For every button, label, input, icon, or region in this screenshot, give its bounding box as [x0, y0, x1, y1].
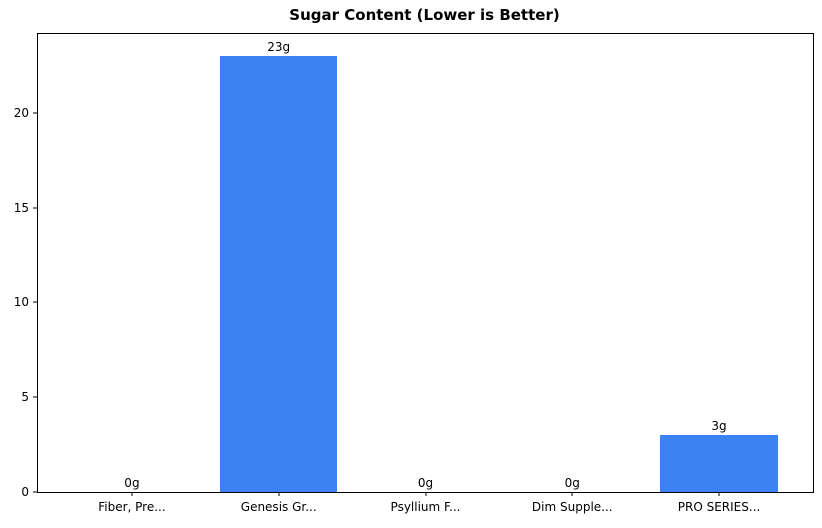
x-tick-label: Fiber, Pre...	[98, 500, 166, 514]
x-tick-label: PRO SERIES...	[677, 500, 761, 514]
plot-area: 0 5 10 15 20 0g Fiber, Pre... 23g Genesis Gr... 0…	[14, 33, 814, 513]
x-tick-mark	[718, 492, 720, 496]
x-tick-mark	[571, 492, 573, 496]
chart-title: Sugar Content (Lower is Better)	[289, 6, 560, 24]
y-tick-mark	[33, 301, 37, 303]
y-tick-label: 5	[21, 390, 29, 405]
x-tick-label: Psyllium F...	[390, 500, 461, 514]
y-tick-label: 0	[21, 485, 29, 499]
x-tick-mark	[425, 492, 426, 496]
bar-value-label: 3g	[711, 419, 727, 434]
y-tick-label: 20	[13, 105, 29, 120]
bar-value-label: 23g	[267, 39, 291, 54]
bar-value-label: 0g	[564, 476, 580, 490]
y-tick-mark	[33, 207, 37, 209]
x-tick-mark	[131, 492, 133, 496]
y-tick-mark	[33, 396, 37, 398]
bar	[220, 55, 338, 492]
y-tick-mark	[33, 112, 37, 114]
y-tick-label: 10	[13, 295, 29, 310]
y-tick-label: 15	[13, 200, 29, 215]
x-tick-label: Genesis Gr...	[240, 500, 317, 514]
bar-value-label: 0g	[417, 476, 434, 490]
bar-value-label: 0g	[124, 476, 140, 490]
x-tick-label: Dim Supple...	[531, 500, 613, 514]
bar	[660, 435, 778, 492]
x-tick-mark	[278, 492, 280, 496]
y-tick-mark	[33, 491, 37, 493]
